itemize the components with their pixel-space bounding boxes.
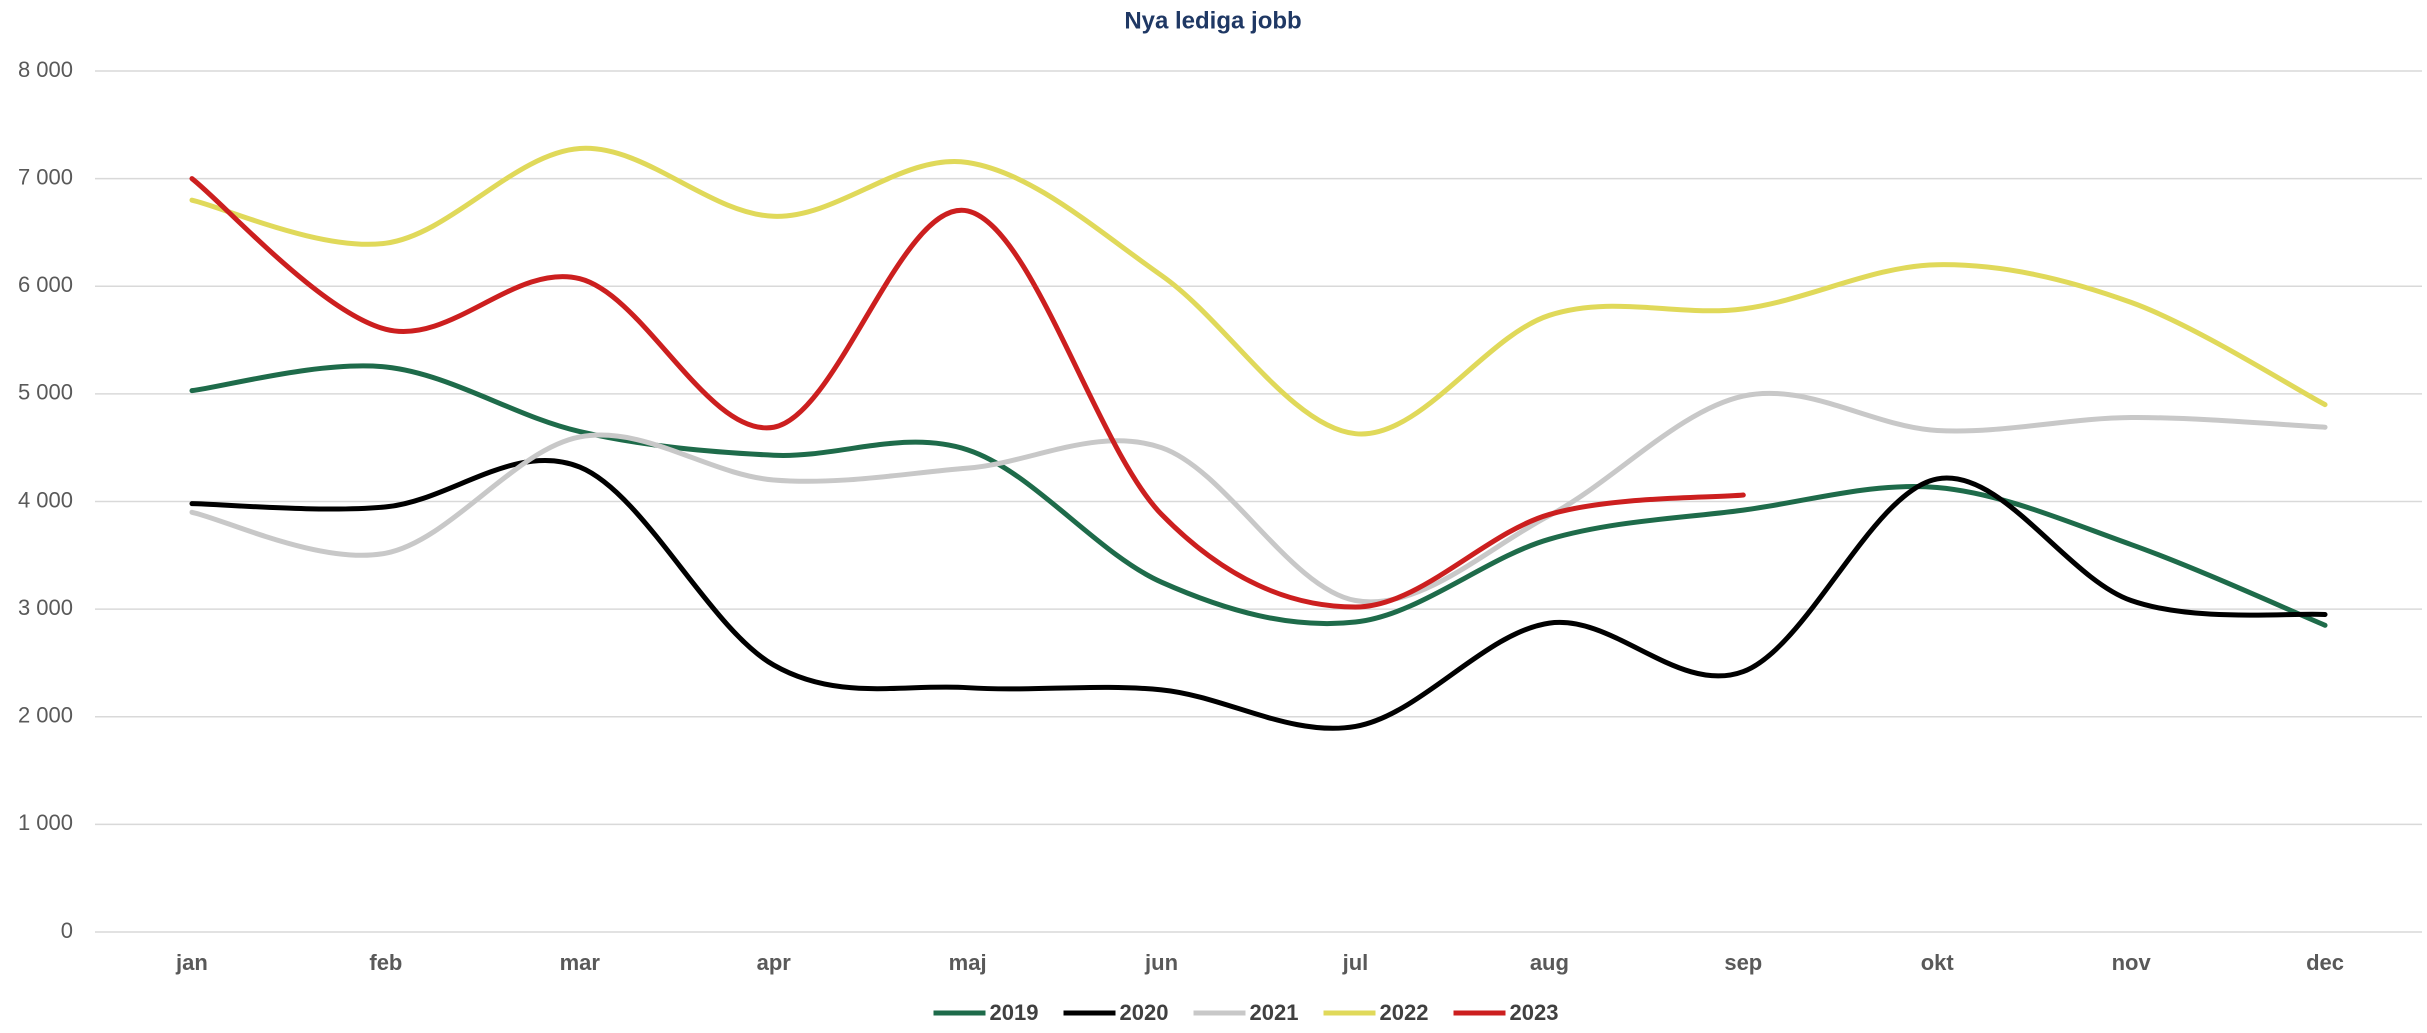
chart-title: Nya lediga jobb: [1124, 7, 1301, 34]
x-tick-label: feb: [369, 950, 402, 975]
x-tick-label: jul: [1342, 950, 1369, 975]
x-tick-label: maj: [949, 950, 987, 975]
y-tick-label: 7 000: [18, 164, 73, 189]
x-tick-label: nov: [2112, 950, 2152, 975]
y-tick-label: 2 000: [18, 703, 73, 728]
legend-label: 2019: [990, 1000, 1039, 1025]
x-tick-label: aug: [1530, 950, 1569, 975]
y-tick-label: 6 000: [18, 272, 73, 297]
legend-label: 2023: [1510, 1000, 1559, 1025]
y-tick-label: 4 000: [18, 487, 73, 512]
y-tick-label: 8 000: [18, 57, 73, 82]
x-tick-label: dec: [2306, 950, 2344, 975]
y-tick-label: 1 000: [18, 810, 73, 835]
series-line: [192, 179, 1743, 607]
legend-label: 2020: [1120, 1000, 1169, 1025]
page: Nya lediga jobb 0 1 000 2 000 3 000 4 000 5 0…: [0, 0, 2427, 1033]
y-tick-label: 5 000: [18, 380, 73, 405]
x-tick-label: sep: [1724, 950, 1762, 975]
chart: Nya lediga jobb 0 1 000 2 000 3 000 4 000 5 0…: [0, 0, 2427, 1028]
legend-label: 2022: [1380, 1000, 1429, 1025]
x-tick-label: jan: [175, 950, 208, 975]
y-tick-label: 0: [61, 918, 73, 943]
x-tick-label: apr: [757, 950, 792, 975]
legend-label: 2021: [1250, 1000, 1299, 1025]
x-tick-label: jun: [1144, 950, 1178, 975]
x-tick-label: okt: [1921, 950, 1955, 975]
series-line: [192, 460, 2325, 728]
x-tick-label: mar: [560, 950, 601, 975]
y-tick-label: 3 000: [18, 595, 73, 620]
series-line: [192, 393, 2325, 602]
